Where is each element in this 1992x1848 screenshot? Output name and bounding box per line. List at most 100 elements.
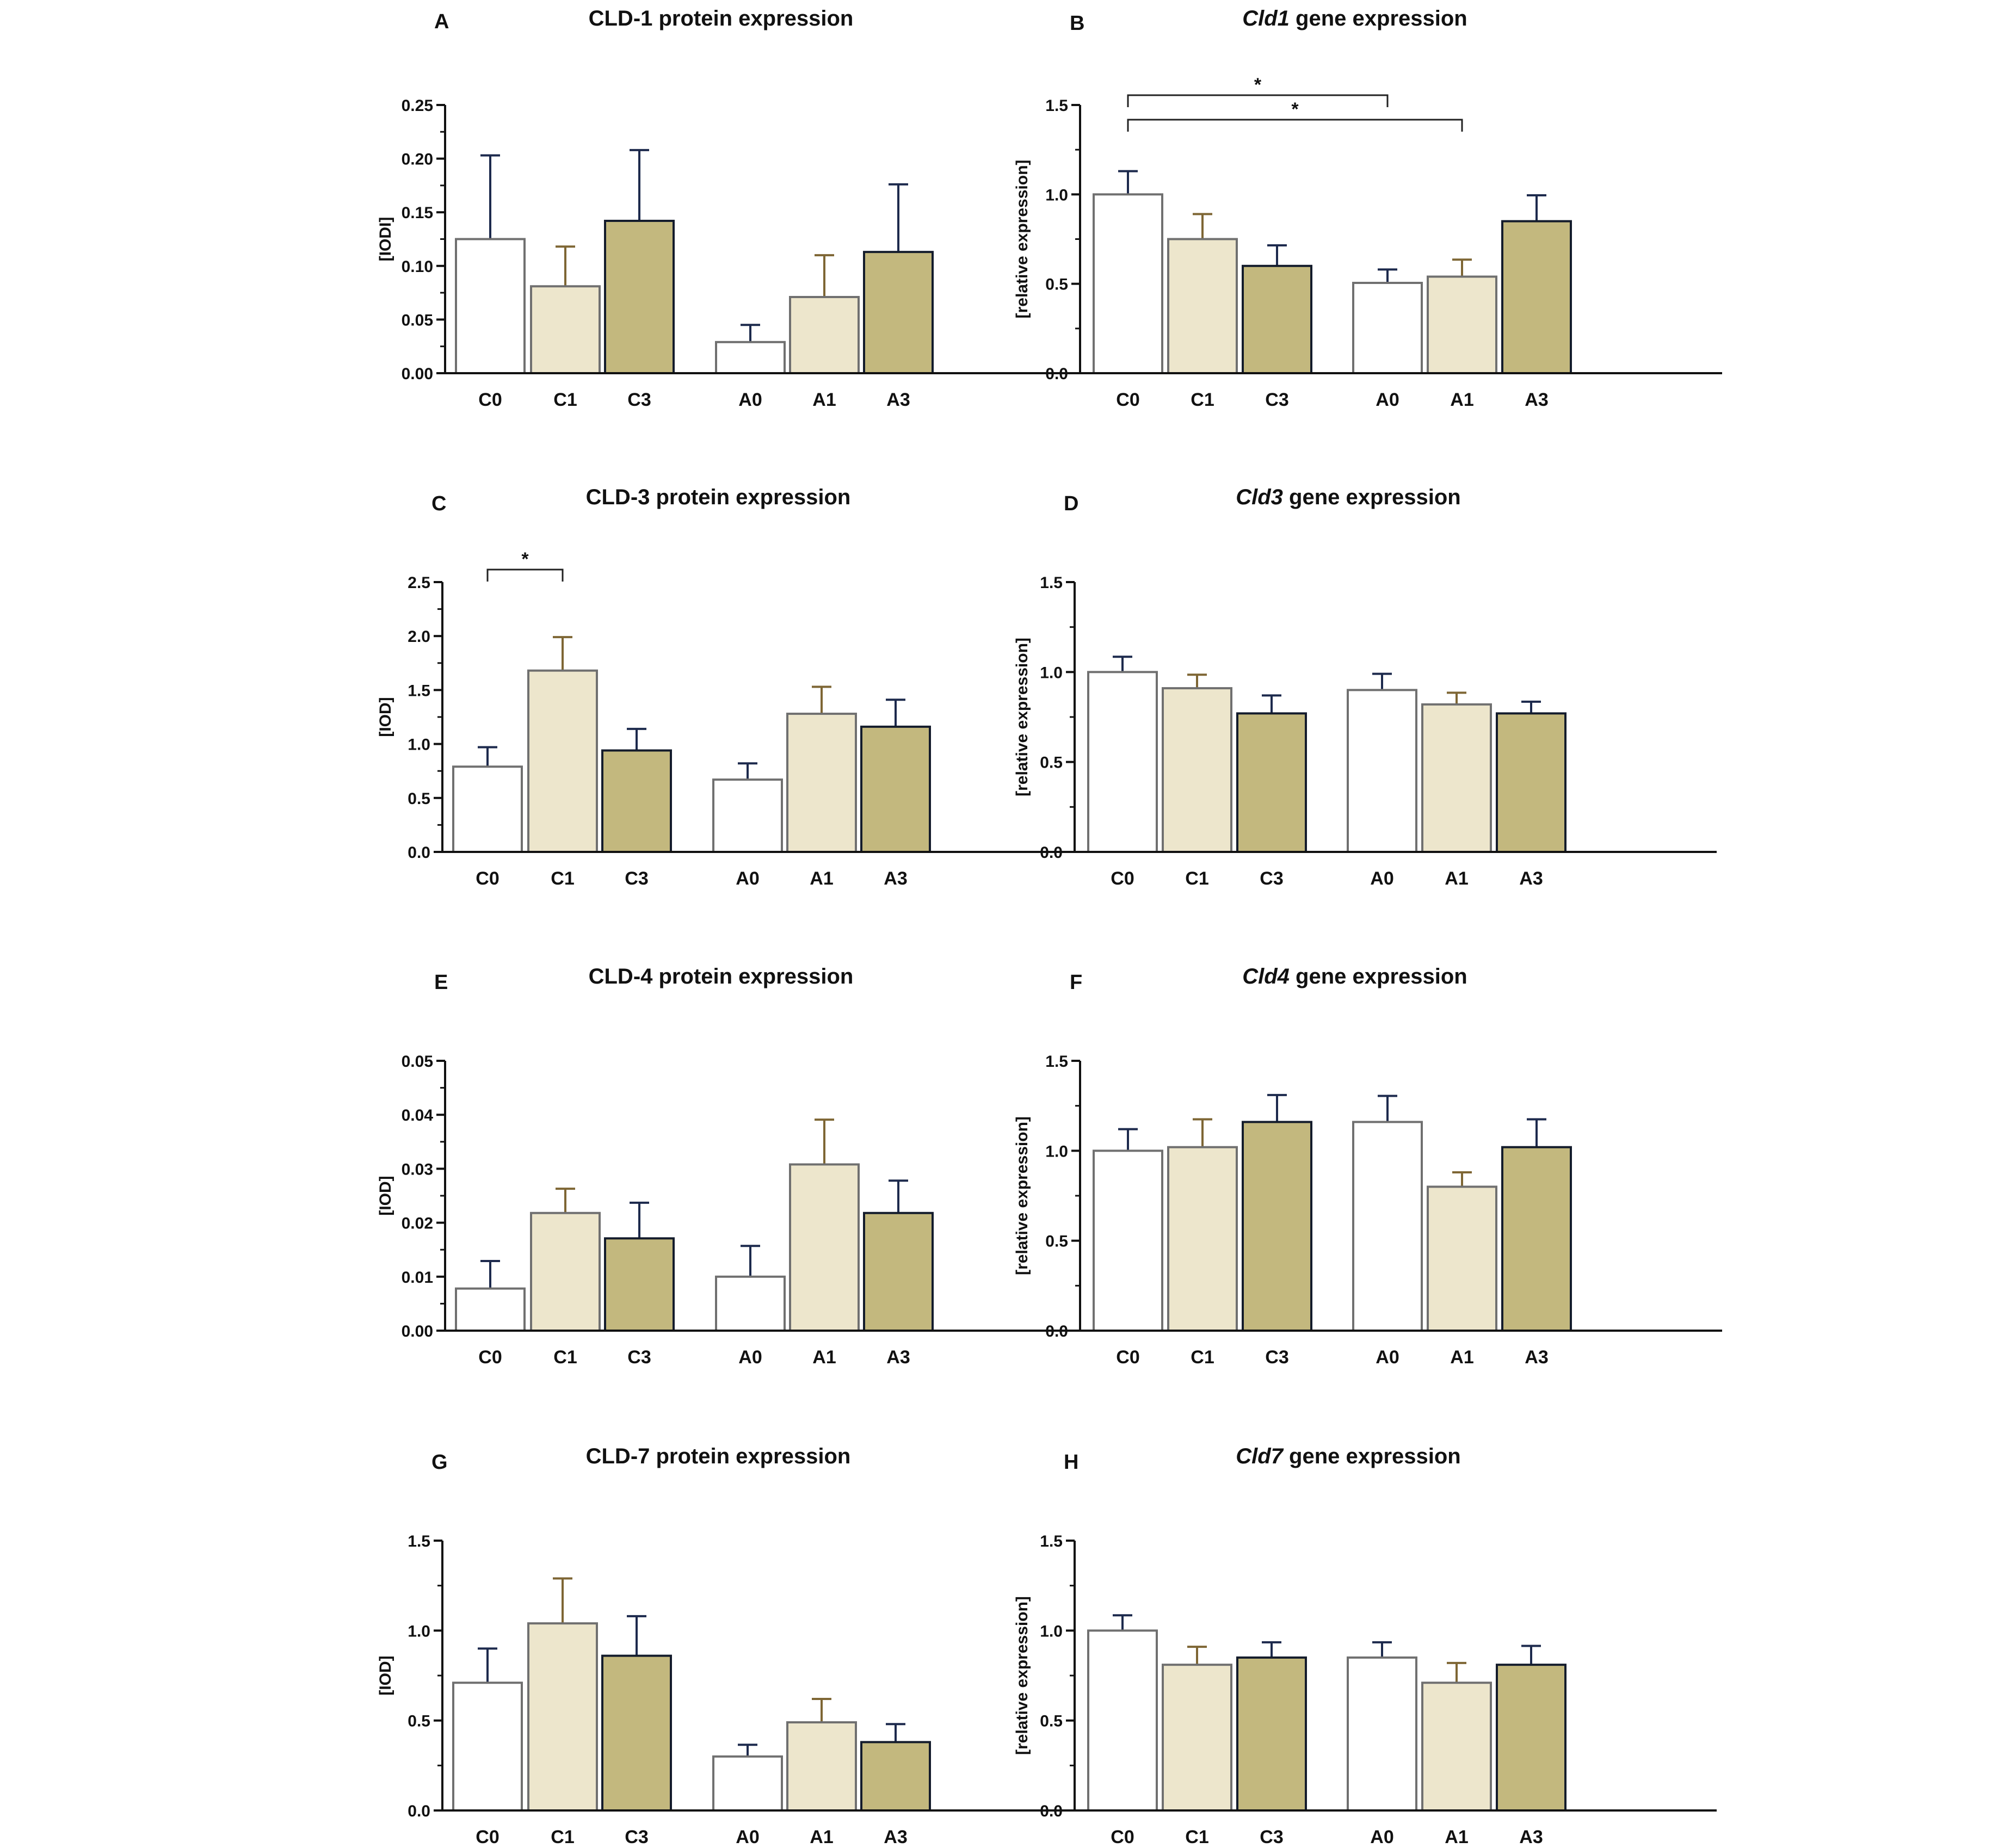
x-tick-label: C3 [627,1347,651,1368]
bar-a0 [712,1755,783,1812]
bar-a0 [1347,689,1417,854]
y-axis-label: [IOD] [377,1655,394,1695]
y-tick-label: 2.0 [408,628,430,646]
bar-a0 [712,778,783,854]
bar-c1 [527,1622,598,1812]
y-tick-label: 0.00 [402,365,433,383]
y-tick-label: 0.5 [1040,1713,1063,1730]
x-tick-label: A0 [738,390,762,410]
y-tick-label: 0.0 [408,844,430,862]
y-tick-label: 1.0 [1040,1622,1063,1640]
y-axis-label: [relative expression] [1013,638,1031,796]
y-tick-label: 0.25 [402,97,433,115]
x-tick-label: C1 [1191,390,1214,410]
x-tick-label: A3 [884,1827,907,1847]
x-tick-label: A1 [1450,390,1473,410]
y-tick-label: 0.0 [1045,365,1068,383]
y-tick-label: 0.0 [1040,1802,1063,1820]
bar-a0 [1347,1656,1417,1812]
y-axis-label: [IODI] [377,217,394,262]
bar-a3 [860,725,931,853]
bar-c3 [601,749,672,854]
y-axis-label: [relative expression] [1013,160,1031,319]
x-tick-label: C0 [1111,1827,1134,1847]
y-tick-label: 1.5 [408,682,430,700]
chart-title-gene: Cld3 [1236,485,1283,509]
significance-bracket [1127,94,1389,107]
y-tick-label: 0.5 [408,790,430,808]
x-tick-label: C0 [1116,390,1139,410]
significance-star: * [1291,99,1299,120]
bar-c0 [1093,1149,1163,1332]
chart-title: Cld1 gene expression [1242,7,1467,30]
x-tick-label: A1 [812,1347,836,1368]
panel-g: G CLD-7 protein expression [IOD] 0.0 0.5 1.0 1… [377,1444,1084,1847]
significance-star: * [1254,75,1262,95]
bar-c1 [1167,1146,1238,1332]
y-tick-label: 1.5 [1045,97,1068,115]
y-axis-label: [IOD] [377,697,394,737]
x-tick-label: C3 [625,1827,648,1847]
y-tick-label: 0.5 [1045,276,1068,294]
chart-title: Cld3 gene expression [1236,485,1460,509]
y-tick-label: 1.0 [1045,1142,1068,1160]
x-tick-label: A1 [1445,868,1468,889]
y-tick-label: 0.05 [402,311,433,329]
x-tick-label: C0 [1116,1347,1139,1368]
x-tick-label: C1 [1191,1347,1214,1368]
bar-a1 [1421,703,1492,854]
x-tick-label: A1 [1445,1827,1468,1847]
chart-title-gene: Cld1 [1242,7,1290,30]
bar-a0 [715,1275,786,1332]
bar-c3 [1242,1121,1312,1332]
y-tick-label: 1.5 [1040,1532,1063,1550]
chart-title-rest: gene expression [1283,1444,1461,1468]
bar-c0 [1087,671,1158,854]
bar-a3 [860,1741,931,1812]
bar-c3 [604,1237,675,1332]
bar-c1 [530,285,601,374]
y-tick-label: 1.5 [1045,1053,1068,1071]
y-tick-label: 0.0 [1045,1322,1068,1340]
x-tick-label: C3 [625,868,648,889]
significance-star: * [521,549,529,570]
x-tick-label: C0 [478,390,502,410]
y-tick-label: 0.00 [402,1322,433,1340]
panel-b: B Cld1 gene expression [relative expressio… [1013,7,1722,410]
bar-a3 [863,1212,934,1332]
panel-a: A CLD-1 protein expression [IODI] 0.00 0.05 0… [377,7,1087,410]
panel-letter: D [1064,492,1078,515]
y-tick-label: 1.0 [1045,186,1068,204]
y-tick-label: 0.5 [408,1713,430,1730]
y-tick-label: 1.0 [408,1622,430,1640]
panel-letter: F [1070,971,1082,994]
x-tick-label: C1 [1185,1827,1208,1847]
chart-title: CLD-4 protein expression [589,965,854,988]
x-tick-label: A3 [1519,868,1543,889]
x-tick-label: A0 [736,1827,759,1847]
x-tick-label: A3 [1525,390,1548,410]
bar-c3 [1236,712,1307,854]
chart-title: CLD-7 protein expression [586,1444,851,1468]
bar-a0 [1352,282,1423,374]
y-tick-label: 0.15 [402,204,433,222]
bar-a0 [1352,1121,1423,1332]
y-tick-label: 0.02 [402,1215,433,1233]
x-tick-label: C3 [1265,1347,1288,1368]
chart-title: CLD-3 protein expression [586,485,851,509]
bar-a1 [1427,1185,1497,1332]
bar-a3 [1501,220,1572,374]
chart-title-rest: gene expression [1290,7,1467,30]
bar-c0 [452,1682,523,1812]
x-tick-label: C0 [478,1347,502,1368]
y-tick-label: 0.0 [408,1802,430,1820]
chart-title-rest: gene expression [1283,485,1461,509]
x-tick-label: A0 [1376,1347,1399,1368]
y-tick-label: 1.0 [408,736,430,754]
bar-a3 [863,251,934,374]
x-tick-label: A1 [810,1827,833,1847]
x-tick-label: A3 [886,1347,910,1368]
chart-title-gene: Cld7 [1236,1444,1284,1468]
y-tick-label: 1.0 [1040,664,1063,682]
